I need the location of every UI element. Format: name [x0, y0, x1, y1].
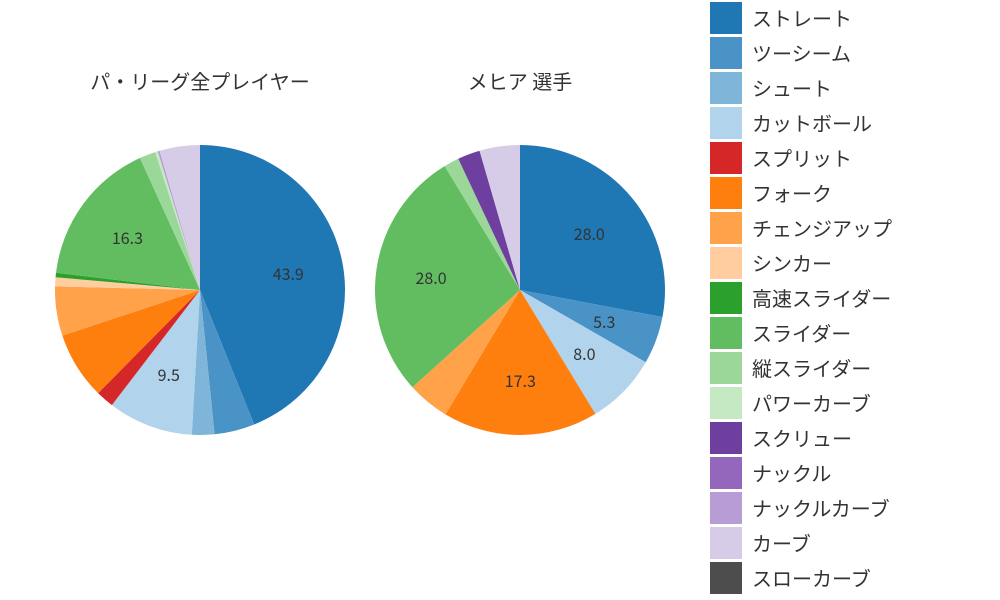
legend-swatch-cutball — [710, 107, 742, 139]
legend-item-fast_slider: 高速スライダー — [710, 280, 980, 315]
slice-label-player-two_seam: 5.3 — [593, 309, 615, 333]
legend-item-straight: ストレート — [710, 0, 980, 35]
legend-swatch-straight — [710, 2, 742, 34]
legend-swatch-knuckle_curve — [710, 492, 742, 524]
legend-swatch-two_seam — [710, 37, 742, 69]
slice-label-league-slider: 16.3 — [112, 225, 143, 249]
legend-label-straight: ストレート — [752, 3, 852, 32]
slice-label-league-cutball: 9.5 — [158, 362, 180, 386]
chart-title-player: メヒア 選手 — [370, 66, 670, 95]
slice-label-player-slider: 28.0 — [415, 265, 446, 289]
legend-label-fast_slider: 高速スライダー — [752, 283, 891, 312]
legend-swatch-changeup — [710, 212, 742, 244]
legend-item-shoot: シュート — [710, 70, 980, 105]
legend-swatch-vert_slider — [710, 352, 742, 384]
legend-label-knuckle_curve: ナックルカーブ — [752, 493, 890, 522]
legend-label-slider: スライダー — [752, 318, 851, 347]
legend-item-changeup: チェンジアップ — [710, 210, 980, 245]
chart-title-league: パ・リーグ全プレイヤー — [50, 66, 350, 95]
legend-label-two_seam: ツーシーム — [752, 38, 851, 67]
legend-item-two_seam: ツーシーム — [710, 35, 980, 70]
legend-swatch-fork — [710, 177, 742, 209]
legend-swatch-slider — [710, 317, 742, 349]
legend-label-cutball: カットボール — [752, 108, 872, 137]
slice-label-league-straight: 43.9 — [273, 261, 304, 285]
legend-item-knuckle: ナックル — [710, 455, 980, 490]
legend-item-fork: フォーク — [710, 175, 980, 210]
legend-item-sinker: シンカー — [710, 245, 980, 280]
slice-label-player-cutball: 8.0 — [573, 341, 595, 365]
slice-label-player-fork: 17.3 — [505, 368, 536, 392]
legend-item-knuckle_curve: ナックルカーブ — [710, 490, 980, 525]
legend-item-split: スプリット — [710, 140, 980, 175]
legend-label-screw: スクリュー — [752, 423, 852, 452]
pie-player — [373, 143, 667, 437]
legend-item-slow_curve: スローカーブ — [710, 560, 980, 595]
pie-league — [53, 143, 347, 437]
legend-item-cutball: カットボール — [710, 105, 980, 140]
legend-label-sinker: シンカー — [752, 248, 832, 277]
legend-swatch-split — [710, 142, 742, 174]
legend: ストレートツーシームシュートカットボールスプリットフォークチェンジアップシンカー… — [710, 0, 980, 595]
legend-label-knuckle: ナックル — [752, 458, 831, 487]
legend-swatch-screw — [710, 422, 742, 454]
legend-swatch-sinker — [710, 247, 742, 279]
legend-label-slow_curve: スローカーブ — [752, 563, 871, 592]
legend-label-changeup: チェンジアップ — [752, 213, 892, 242]
legend-swatch-slow_curve — [710, 562, 742, 594]
slice-label-player-straight: 28.0 — [574, 221, 605, 245]
legend-item-curve: カーブ — [710, 525, 980, 560]
legend-label-curve: カーブ — [752, 528, 811, 557]
legend-item-slider: スライダー — [710, 315, 980, 350]
legend-swatch-fast_slider — [710, 282, 742, 314]
legend-label-shoot: シュート — [752, 73, 832, 102]
legend-swatch-power_curve — [710, 387, 742, 419]
legend-swatch-curve — [710, 527, 742, 559]
legend-label-vert_slider: 縦スライダー — [752, 353, 871, 382]
legend-swatch-shoot — [710, 72, 742, 104]
legend-item-screw: スクリュー — [710, 420, 980, 455]
legend-swatch-knuckle — [710, 457, 742, 489]
chart-stage: パ・リーグ全プレイヤー 43.9 9.5 16.3 メヒア 選手 28.0 5.3 8.0 17… — [0, 0, 1000, 600]
legend-item-power_curve: パワーカーブ — [710, 385, 980, 420]
legend-label-fork: フォーク — [752, 178, 832, 207]
legend-label-split: スプリット — [752, 143, 852, 172]
legend-label-power_curve: パワーカーブ — [752, 388, 871, 417]
legend-item-vert_slider: 縦スライダー — [710, 350, 980, 385]
